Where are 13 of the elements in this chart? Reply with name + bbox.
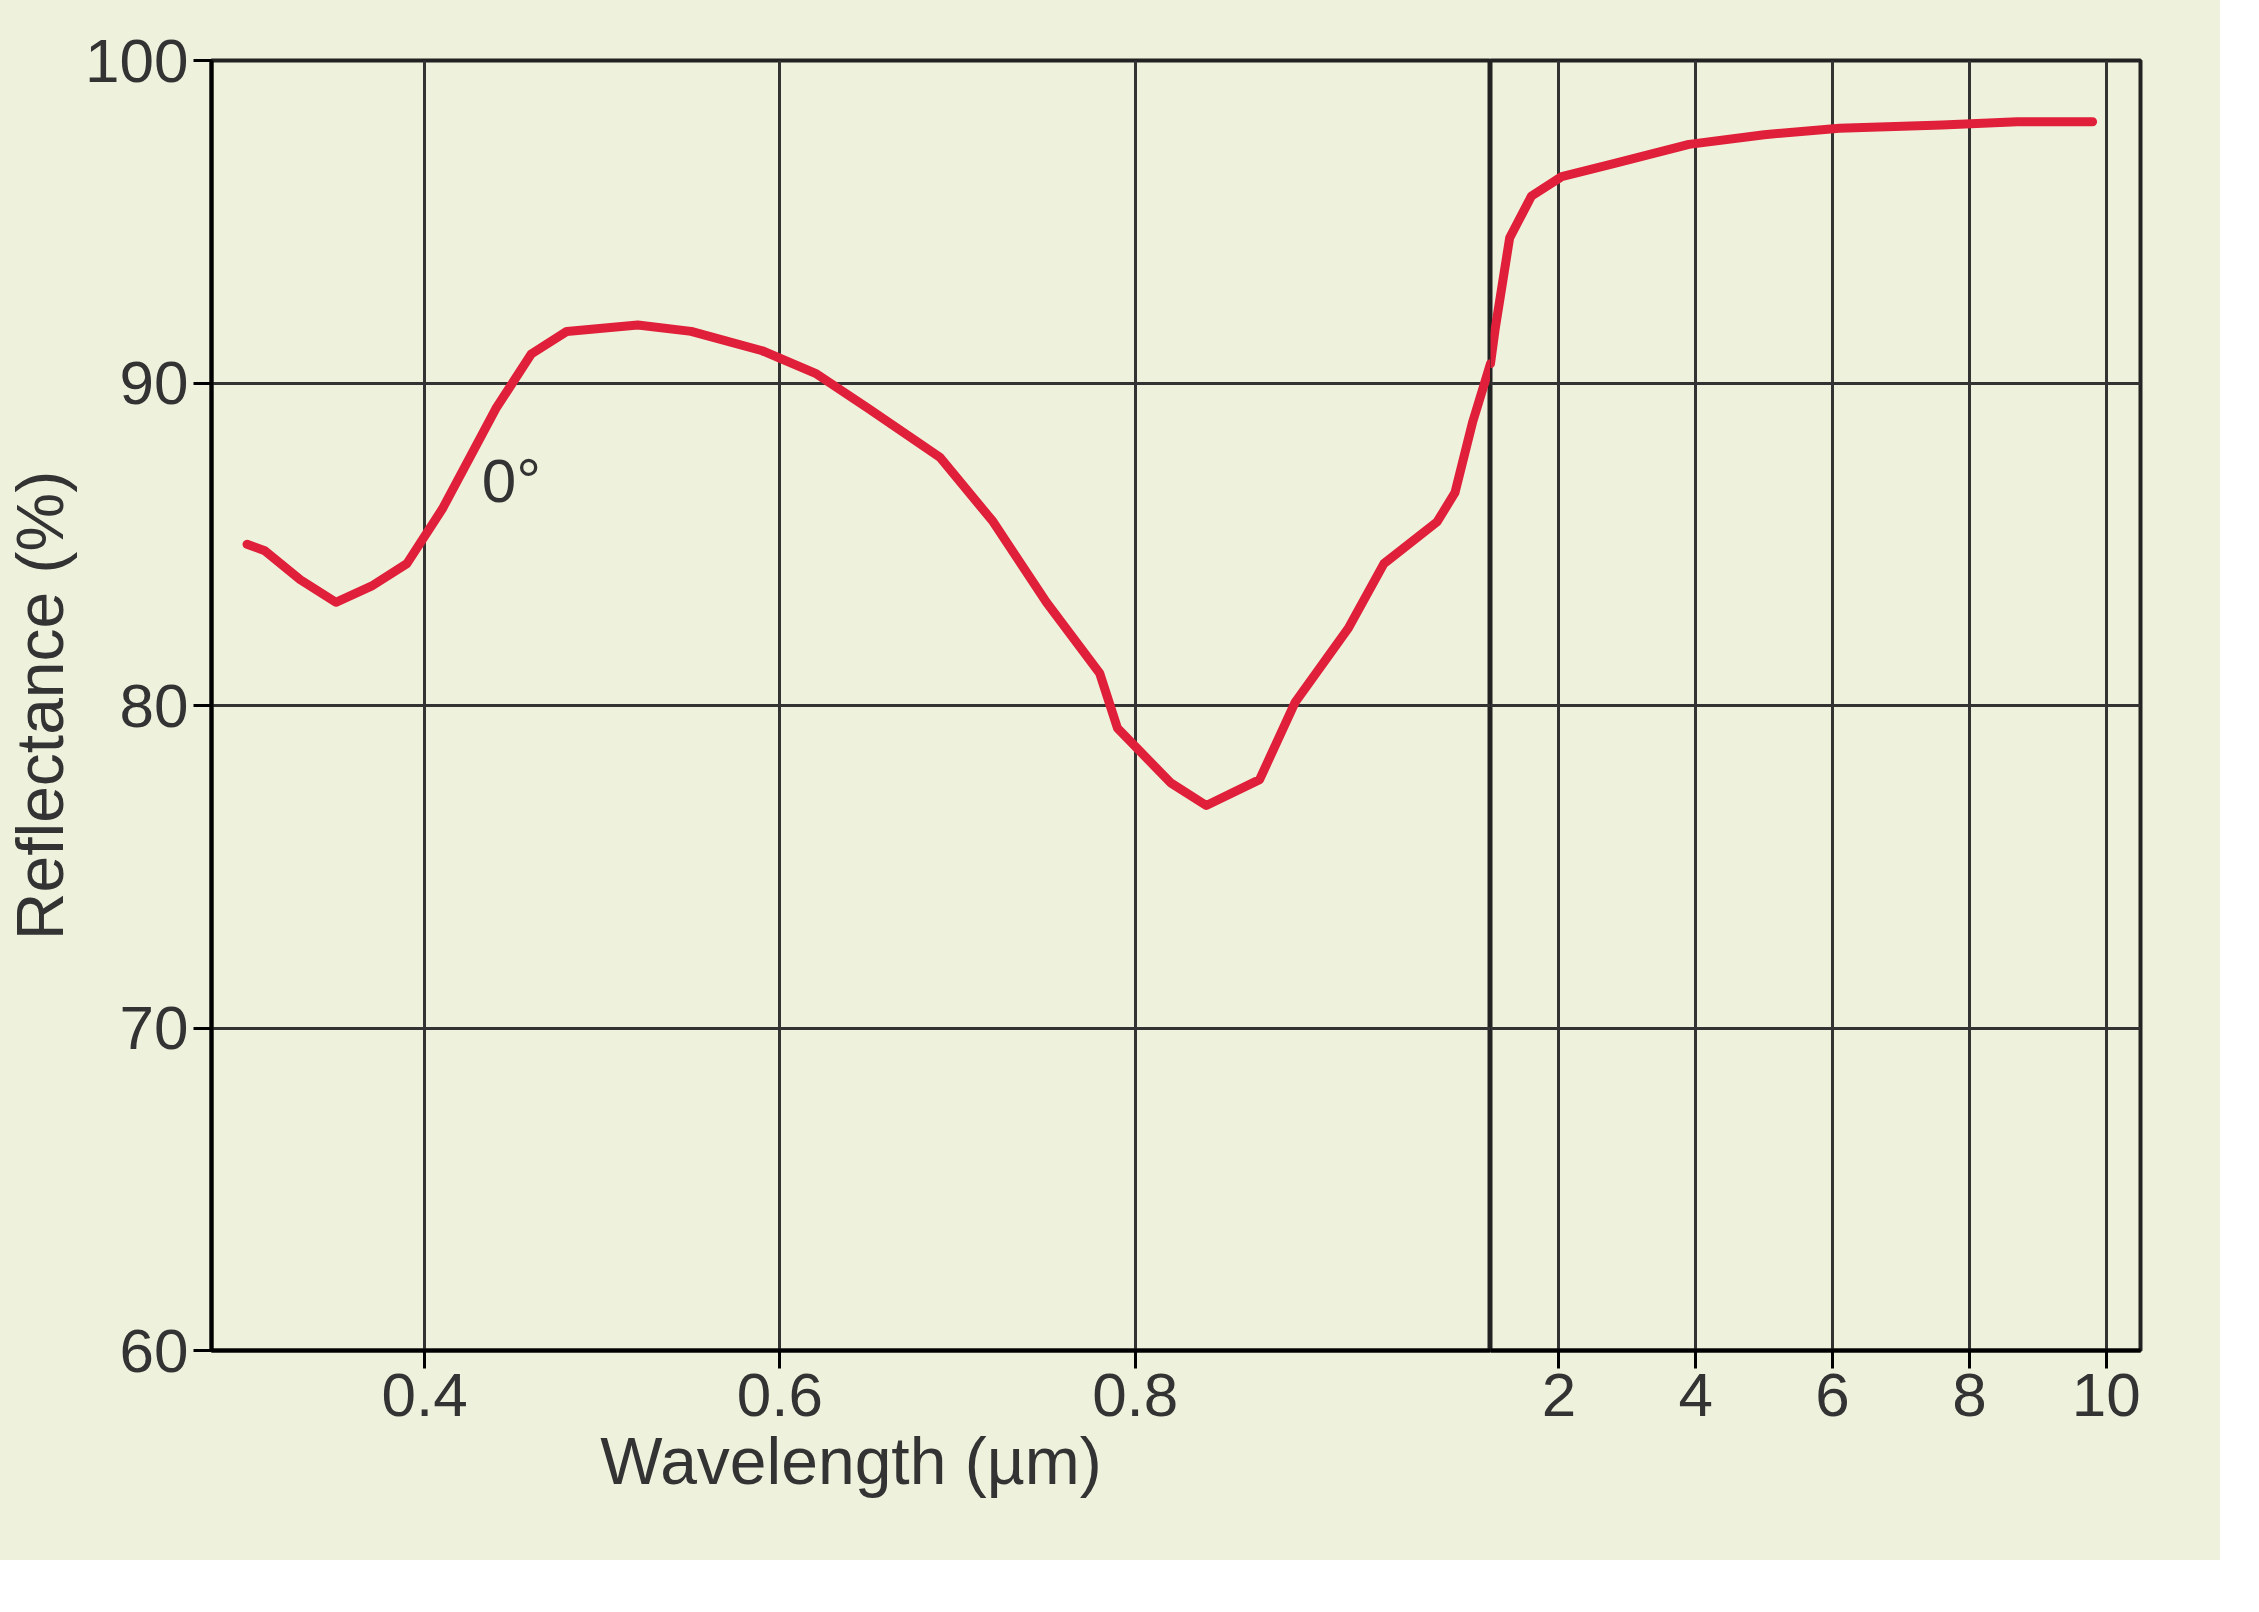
- x-tick-label: 4: [1678, 1359, 1714, 1429]
- x-tick-label: 6: [1815, 1359, 1850, 1429]
- x-tick-label: 8: [1952, 1359, 1987, 1429]
- y-axis-title: Reflectance (%): [3, 470, 78, 941]
- y-tick-label: 80: [119, 670, 189, 740]
- x-tick-label: 10: [2071, 1359, 2141, 1429]
- y-tick-label: 100: [85, 25, 189, 95]
- y-tick-label: 60: [119, 1315, 189, 1385]
- x-tick-label: 2: [1541, 1359, 1577, 1429]
- y-tick-label: 70: [119, 993, 189, 1062]
- x-tick-label: 0.4: [381, 1359, 468, 1429]
- y-tick-label: 90: [119, 348, 189, 417]
- annotation: 0°: [481, 446, 542, 515]
